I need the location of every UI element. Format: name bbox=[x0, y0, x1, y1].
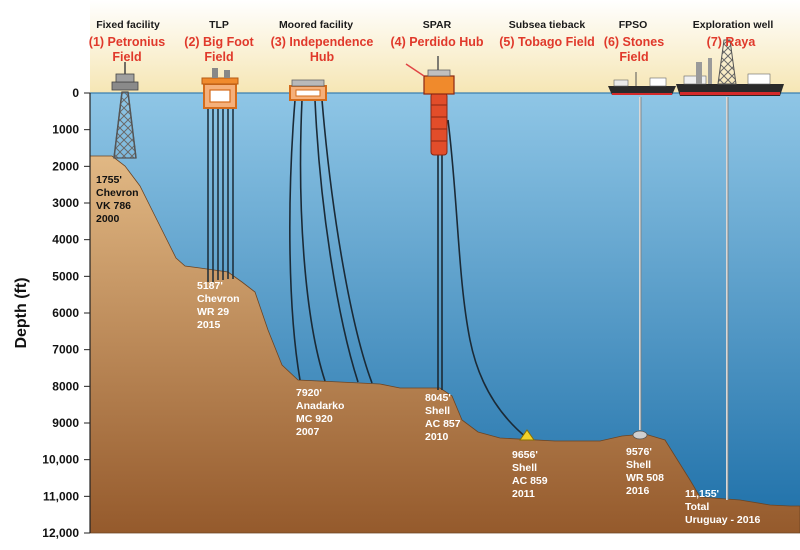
facility-name-label: (6) Stones bbox=[604, 35, 664, 49]
facility-name-label: (7) Raya bbox=[707, 35, 757, 49]
y-tick-label: 2000 bbox=[52, 159, 79, 173]
facility-type-label: Fixed facility bbox=[96, 19, 160, 31]
y-tick-label: 1000 bbox=[52, 123, 79, 137]
annotation-independence: 7920' Anadarko MC 920 2007 bbox=[296, 387, 344, 438]
annotation-line: 1755' bbox=[96, 174, 122, 186]
annotation-line: 9656' bbox=[512, 449, 538, 461]
facility-name-label: (5) Tobago Field bbox=[499, 35, 595, 49]
annotation-line: 2000 bbox=[96, 213, 120, 225]
spar-platform-icon bbox=[405, 56, 528, 439]
facility-type-label: Exploration well bbox=[693, 19, 774, 31]
tlp-platform-icon bbox=[201, 68, 239, 282]
y-tick-label: 8000 bbox=[52, 379, 79, 393]
y-tick-label: 11,000 bbox=[43, 489, 79, 503]
annotation-line: VK 786 bbox=[96, 200, 131, 212]
y-tick-label: 12,000 bbox=[42, 526, 79, 540]
fpso-vessel-icon bbox=[608, 72, 676, 440]
facility-name-label: (1) Petronius bbox=[89, 35, 165, 49]
facility-name-label: (3) Independence bbox=[271, 35, 374, 49]
annotation-line: AC 857 bbox=[425, 418, 461, 430]
annotation-line: Shell bbox=[425, 405, 450, 417]
y-tick-label: 0 bbox=[72, 86, 79, 100]
annotation-line: Uruguay - 2016 bbox=[685, 514, 760, 526]
y-tick-label: 6000 bbox=[52, 306, 79, 320]
facility-type-label: TLP bbox=[209, 19, 229, 31]
annotation-petronius: 1755' Chevron VK 786 2000 bbox=[96, 174, 139, 225]
drillship-icon bbox=[676, 39, 784, 500]
subsea-wellhead-icon bbox=[519, 429, 535, 441]
facility-name-label: (2) Big Foot bbox=[184, 35, 254, 49]
annotation-stones: 9576' Shell WR 508 2016 bbox=[626, 446, 664, 497]
annotation-line: 2011 bbox=[512, 488, 535, 500]
annotation-line: 2007 bbox=[296, 426, 320, 438]
seabed bbox=[89, 155, 800, 534]
annotation-line: Anadarko bbox=[296, 400, 344, 412]
annotation-tobago: 9656' Shell AC 859 2011 bbox=[512, 449, 548, 500]
y-tick-label: 7000 bbox=[52, 343, 79, 357]
annotation-line: 8045' bbox=[425, 392, 451, 404]
annotation-line: Total bbox=[685, 501, 709, 513]
annotation-big-foot: 5187' Chevron WR 29 2015 bbox=[197, 280, 240, 331]
annotation-line: Chevron bbox=[96, 187, 139, 199]
facility-type-label: Moored facility bbox=[279, 19, 353, 31]
annotation-line: WR 29 bbox=[197, 306, 229, 318]
fixed-platform-icon bbox=[111, 62, 139, 159]
facility-type-label: Subsea tieback bbox=[509, 19, 586, 31]
facility-name-label: Field bbox=[112, 50, 141, 64]
annotation-line: 11,155' bbox=[685, 488, 719, 500]
annotation-line: 7920' bbox=[296, 387, 322, 399]
facility-name-label: (4) Perdido Hub bbox=[390, 35, 483, 49]
annotation-line: 2015 bbox=[197, 319, 221, 331]
annotation-line: 9576' bbox=[626, 446, 652, 458]
annotation-line: 5187' bbox=[197, 280, 223, 292]
annotation-line: Shell bbox=[512, 462, 537, 474]
moored-facility-icon bbox=[289, 79, 373, 384]
annotation-line: AC 859 bbox=[512, 475, 548, 487]
facility-type-label: FPSO bbox=[619, 19, 648, 31]
facility-name-label: Field bbox=[619, 50, 648, 64]
annotation-line: Shell bbox=[626, 459, 651, 471]
annotation-raya: 11,155' Total Uruguay - 2016 bbox=[685, 488, 760, 526]
annotation-line: WR 508 bbox=[626, 472, 664, 484]
y-tick-label: 5000 bbox=[52, 269, 79, 283]
facility-name-label: Field bbox=[204, 50, 233, 64]
annotation-perdido: 8045' Shell AC 857 2010 bbox=[425, 392, 461, 443]
annotation-line: MC 920 bbox=[296, 413, 333, 425]
y-axis-label: Depth (ft) bbox=[13, 277, 30, 348]
y-axis-ticks: 0 1000 2000 3000 4000 5000 6000 7000 8000 9000 10,… bbox=[42, 86, 90, 540]
facility-name-label: Hub bbox=[310, 50, 335, 64]
annotation-line: 2016 bbox=[626, 485, 650, 497]
annotation-line: Chevron bbox=[197, 293, 240, 305]
y-tick-label: 3000 bbox=[52, 196, 79, 210]
annotation-line: 2010 bbox=[425, 431, 449, 443]
facility-type-label: SPAR bbox=[423, 19, 452, 31]
y-tick-label: 4000 bbox=[52, 233, 79, 247]
y-tick-label: 10,000 bbox=[42, 453, 79, 467]
y-tick-label: 9000 bbox=[52, 416, 79, 430]
